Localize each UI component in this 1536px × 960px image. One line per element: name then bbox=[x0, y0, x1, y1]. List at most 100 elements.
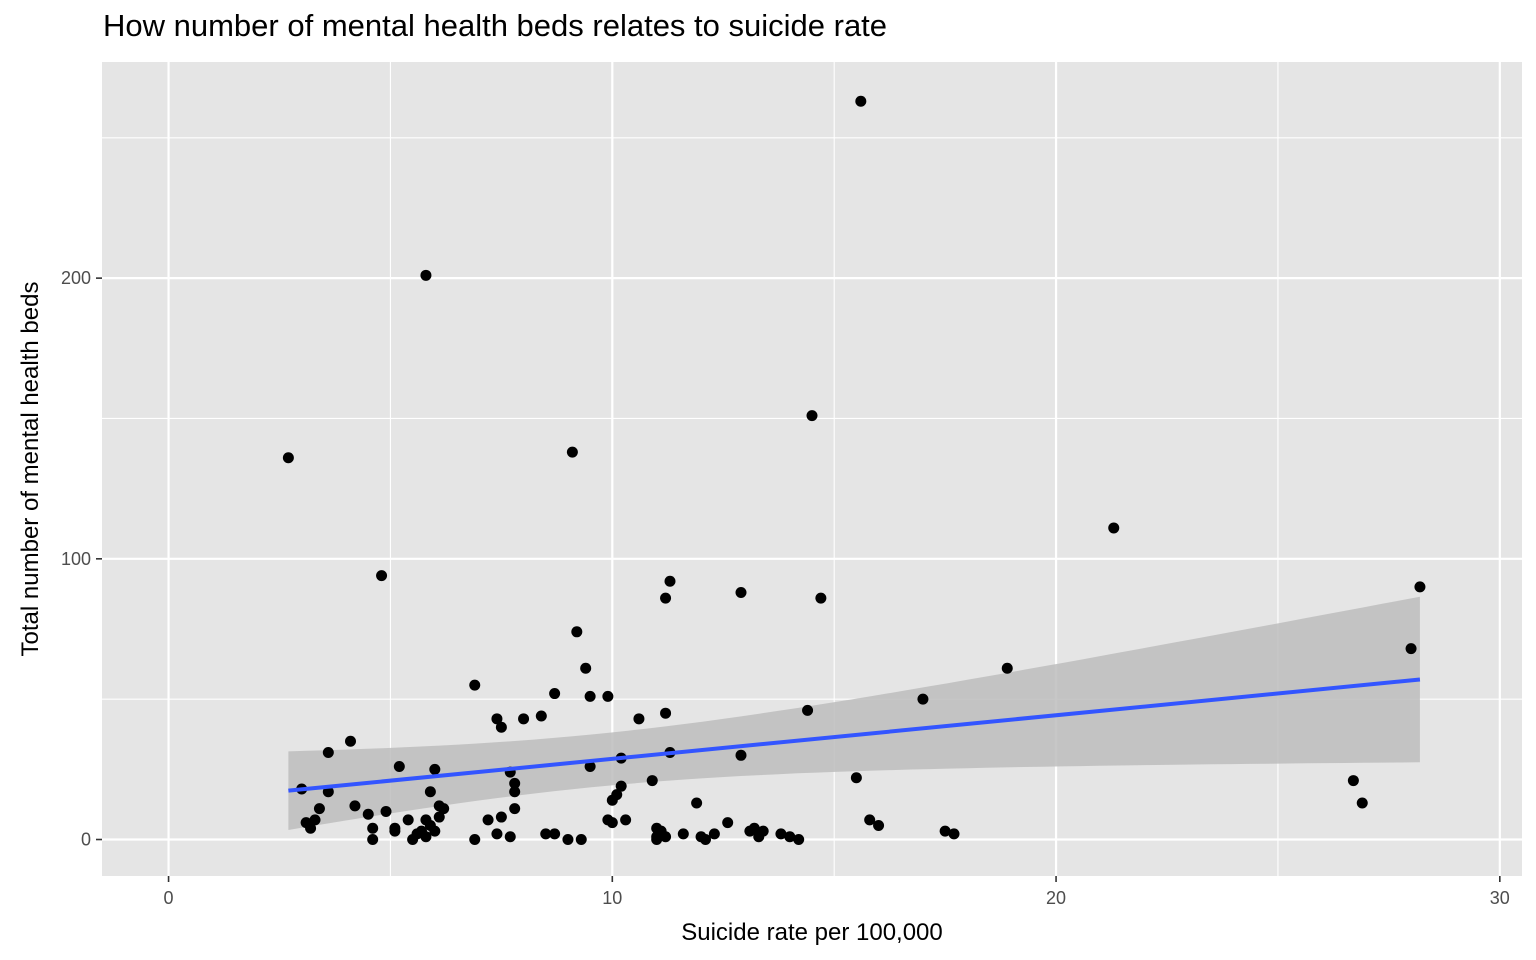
data-point bbox=[660, 707, 672, 719]
data-point bbox=[393, 761, 405, 773]
data-point bbox=[491, 713, 503, 725]
data-point bbox=[615, 780, 627, 792]
data-point bbox=[580, 662, 592, 674]
data-point bbox=[424, 786, 436, 798]
data-point bbox=[376, 570, 388, 582]
data-point bbox=[509, 777, 521, 789]
data-point bbox=[1405, 643, 1417, 655]
data-point bbox=[509, 786, 521, 798]
data-point bbox=[1347, 775, 1359, 787]
y-tick-label: 200 bbox=[61, 268, 91, 288]
data-point bbox=[282, 452, 294, 464]
chart-title: How number of mental health beds relates… bbox=[103, 8, 888, 43]
data-point bbox=[735, 587, 747, 599]
data-point bbox=[420, 831, 432, 843]
data-point bbox=[429, 763, 441, 775]
data-point bbox=[855, 95, 867, 107]
data-point bbox=[309, 814, 321, 826]
data-point bbox=[802, 704, 814, 716]
data-point bbox=[677, 828, 689, 840]
data-point bbox=[602, 690, 614, 702]
data-point bbox=[566, 446, 578, 458]
data-point bbox=[700, 834, 711, 846]
y-axis-title: Total number of mental health beds bbox=[17, 282, 44, 657]
data-point bbox=[806, 410, 818, 422]
data-point bbox=[518, 713, 530, 725]
data-point bbox=[722, 817, 734, 829]
data-point bbox=[495, 811, 507, 823]
y-tick-label: 100 bbox=[61, 549, 91, 569]
data-point bbox=[549, 828, 561, 840]
data-point bbox=[305, 822, 317, 834]
data-point bbox=[606, 817, 618, 829]
confidence-band bbox=[288, 596, 1420, 830]
data-point bbox=[420, 269, 432, 281]
regression-line bbox=[288, 677, 1421, 793]
data-point bbox=[850, 772, 862, 784]
x-tick-label: 0 bbox=[164, 888, 174, 908]
data-point bbox=[1001, 662, 1013, 674]
data-point bbox=[482, 814, 494, 826]
y-tick-label: 0 bbox=[81, 830, 91, 850]
data-point bbox=[469, 834, 481, 846]
data-point bbox=[917, 693, 929, 705]
x-axis-title: Suicide rate per 100,000 bbox=[681, 919, 943, 946]
data-point bbox=[575, 834, 587, 846]
data-point bbox=[322, 786, 334, 798]
data-point bbox=[362, 808, 374, 820]
data-point bbox=[1108, 522, 1120, 534]
data-point bbox=[389, 825, 401, 837]
data-point bbox=[540, 828, 552, 840]
data-point bbox=[549, 688, 561, 700]
data-point bbox=[571, 626, 583, 638]
data-point bbox=[438, 803, 450, 815]
y-axis: 0 100 200 bbox=[61, 268, 102, 850]
data-point bbox=[633, 713, 645, 725]
data-point bbox=[660, 592, 672, 604]
data-point bbox=[660, 831, 672, 843]
data-point bbox=[775, 828, 787, 840]
data-point bbox=[611, 789, 623, 801]
data-point bbox=[429, 825, 441, 837]
data-point bbox=[584, 761, 596, 773]
data-point bbox=[469, 679, 481, 691]
data-point bbox=[864, 814, 876, 826]
data-point bbox=[504, 831, 516, 843]
data-point bbox=[380, 805, 392, 817]
data-point bbox=[367, 834, 379, 846]
data-point bbox=[349, 800, 361, 812]
data-point bbox=[322, 746, 334, 758]
data-point bbox=[646, 775, 658, 787]
x-tick-label: 10 bbox=[602, 888, 622, 908]
data-points bbox=[282, 95, 1426, 846]
data-point bbox=[509, 803, 521, 815]
data-point bbox=[708, 828, 720, 840]
data-point bbox=[784, 831, 796, 843]
data-point bbox=[584, 690, 596, 702]
data-point bbox=[939, 825, 951, 837]
data-point bbox=[793, 834, 805, 846]
data-point bbox=[402, 814, 414, 826]
x-tick-label: 30 bbox=[1490, 888, 1510, 908]
data-point bbox=[367, 822, 379, 834]
data-point bbox=[873, 819, 885, 831]
x-axis: 0 10 20 30 bbox=[164, 876, 1510, 908]
data-point bbox=[691, 797, 703, 809]
data-point bbox=[815, 592, 827, 604]
data-point bbox=[735, 749, 747, 761]
data-point bbox=[562, 834, 574, 846]
data-point bbox=[495, 721, 507, 733]
data-point bbox=[1414, 581, 1426, 593]
data-point bbox=[313, 803, 325, 815]
data-point bbox=[1356, 797, 1368, 809]
data-point bbox=[748, 822, 760, 834]
x-tick-label: 20 bbox=[1046, 888, 1066, 908]
data-point bbox=[345, 735, 356, 747]
data-point bbox=[948, 828, 960, 840]
data-point bbox=[535, 710, 547, 722]
data-point bbox=[491, 828, 503, 840]
data-point bbox=[664, 575, 676, 587]
data-point bbox=[433, 811, 445, 823]
data-point bbox=[620, 814, 632, 826]
